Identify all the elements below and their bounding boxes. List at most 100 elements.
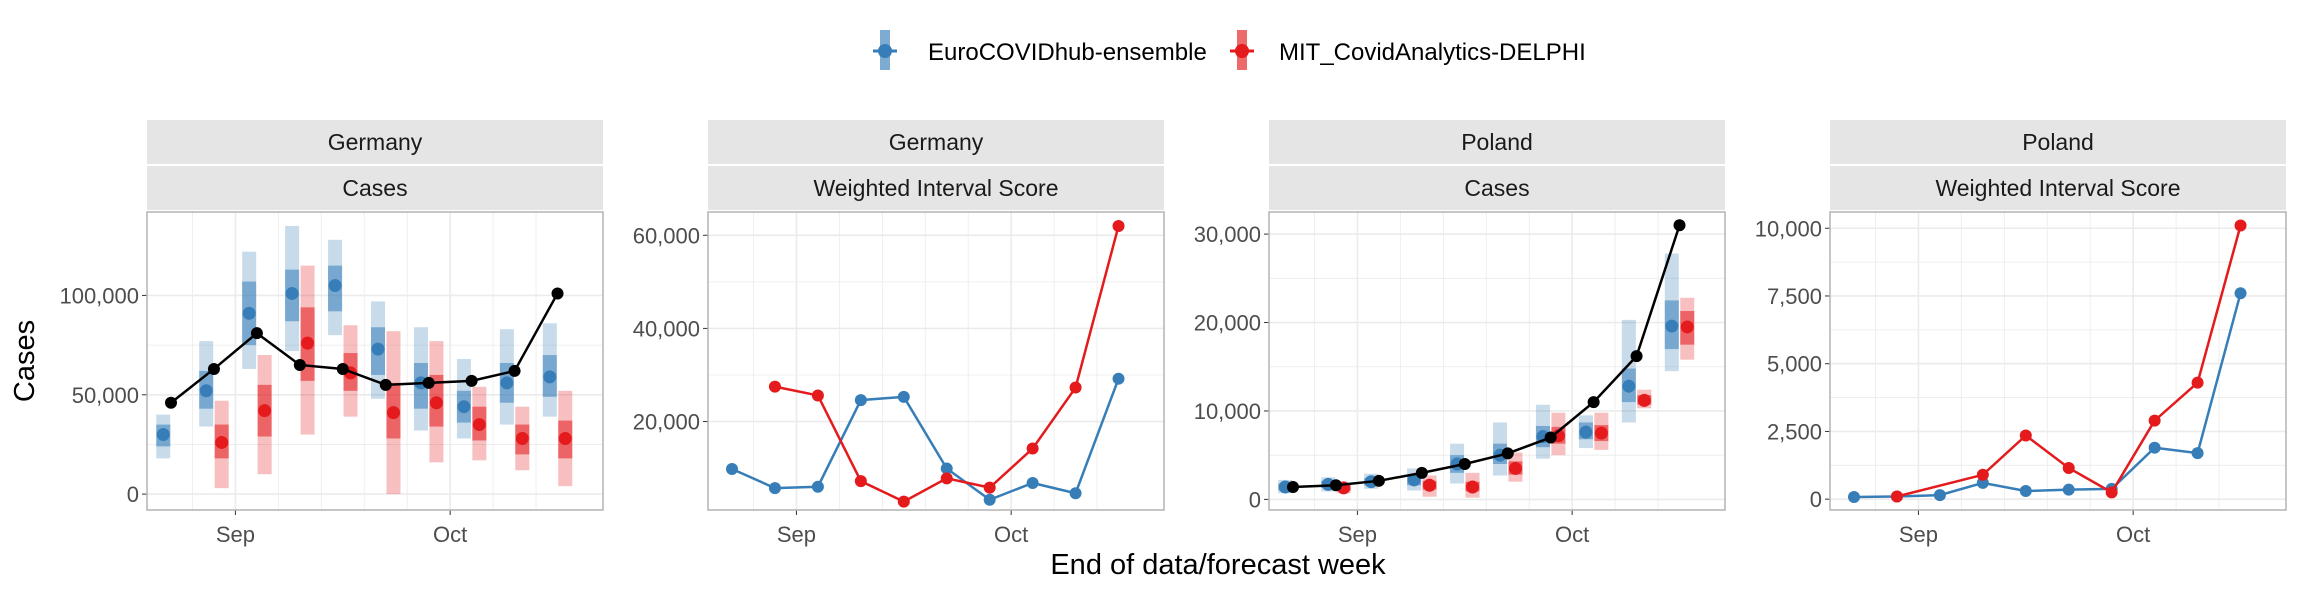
- observed-point: [336, 362, 349, 375]
- median-point: [1594, 426, 1608, 440]
- score-point: [897, 390, 910, 403]
- panel-3: Poland Cases 0 10,000 20,000 30,000 Sep Oct: [1194, 120, 1726, 547]
- y-tick-label: 10,000: [1755, 216, 1822, 241]
- observed-point: [508, 364, 521, 377]
- facet-strip-bottom: [1830, 166, 2286, 210]
- facet-strip-top-label: Germany: [889, 129, 984, 155]
- grid: [708, 212, 1164, 510]
- panel-2: Germany Weighted Interval Score 20,000 40,0…: [633, 120, 1165, 547]
- score-point: [897, 495, 910, 508]
- y-tick-label: 50,000: [72, 383, 139, 408]
- legend-key-delphi: [1230, 30, 1254, 70]
- series-observed: [1287, 219, 1686, 494]
- facet-strip-bottom: [708, 166, 1164, 210]
- legend-label-delphi: MIT_CovidAnalytics-DELPHI: [1279, 39, 1586, 66]
- score-line: [1853, 292, 2242, 499]
- median-point: [543, 370, 557, 384]
- observed-point: [1501, 447, 1514, 460]
- score-line: [1896, 225, 2242, 498]
- score-point: [854, 475, 867, 488]
- observed-point: [1673, 219, 1686, 232]
- score-point: [940, 472, 953, 485]
- median-point: [429, 396, 443, 410]
- median-point: [328, 279, 342, 293]
- facet-strip-bottom-label: Cases: [342, 175, 407, 201]
- facet-strip-top: [708, 120, 1164, 164]
- observed-point: [1287, 481, 1299, 494]
- x-tick-label: Oct: [994, 522, 1028, 547]
- score-point: [2148, 441, 2161, 454]
- observed-point: [1630, 350, 1643, 363]
- median-point: [386, 406, 400, 420]
- median-point: [242, 306, 256, 320]
- observed-point: [207, 362, 220, 375]
- score-point: [1976, 468, 1989, 481]
- panel-4: Poland Weighted Interval Score 0 2,500 5,000…: [1755, 120, 2287, 547]
- score-point: [1848, 490, 1860, 503]
- score-point: [940, 462, 953, 475]
- observed-point: [1372, 474, 1385, 487]
- score-point: [2062, 462, 2075, 475]
- series-delphi: [768, 219, 1125, 508]
- y-tick-label: 2,500: [1767, 419, 1822, 444]
- score-point: [2234, 219, 2247, 232]
- facet-strip-top-label: Poland: [2022, 129, 2094, 155]
- y-tick-label: 0: [1249, 487, 1261, 512]
- median-point: [301, 336, 315, 350]
- median-point: [1508, 461, 1522, 475]
- facet-strip-top-label: Poland: [1461, 129, 1533, 155]
- median-point: [1622, 379, 1636, 393]
- observed-point: [1587, 396, 1600, 409]
- median-point: [1423, 478, 1437, 492]
- x-tick-label: Sep: [1338, 522, 1377, 547]
- score-point: [854, 394, 867, 407]
- observed-point: [379, 378, 392, 391]
- legend-label-ensemble: EuroCOVIDhub-ensemble: [928, 39, 1207, 66]
- score-point: [1112, 372, 1125, 385]
- median-point: [1680, 320, 1694, 334]
- observed-line: [1292, 224, 1681, 489]
- score-line: [774, 225, 1120, 504]
- panel-border: [1829, 211, 2287, 511]
- observed-point: [293, 358, 306, 371]
- panel-border: [146, 211, 604, 511]
- facet-strip-bottom-label: Cases: [1464, 175, 1529, 201]
- facet-strip-bottom: [147, 166, 603, 210]
- x-tick-label: Sep: [216, 522, 255, 547]
- score-point: [983, 481, 996, 494]
- observed-point: [165, 396, 177, 409]
- score-point: [2148, 414, 2161, 427]
- score-point: [2105, 486, 2118, 499]
- facet-strip-bottom-label: Weighted Interval Score: [1935, 175, 2180, 201]
- median-point: [258, 404, 272, 418]
- x-tick-label: Oct: [1555, 522, 1589, 547]
- series-delphi: [1336, 297, 1695, 498]
- score-point: [983, 493, 996, 506]
- panel-border: [1268, 211, 1726, 511]
- series-delphi: [1890, 219, 2247, 503]
- y-tick-label: 30,000: [1194, 222, 1261, 247]
- x-tick-label: Oct: [433, 522, 467, 547]
- panel-border: [707, 211, 1165, 511]
- panels: Germany Cases 0 50,000 100,000 Sep Oct Germany W…: [59, 120, 2287, 547]
- x-tick-label: Sep: [777, 522, 816, 547]
- score-point: [1026, 476, 1039, 489]
- score-point: [1890, 490, 1903, 503]
- grid: [147, 212, 603, 510]
- facet-strip-top: [147, 120, 603, 164]
- score-point: [811, 480, 824, 493]
- observed-point: [422, 376, 435, 389]
- x-tick-label: Oct: [2116, 522, 2150, 547]
- facet-strip-bottom-label: Weighted Interval Score: [813, 175, 1058, 201]
- score-point: [2062, 483, 2075, 496]
- score-point: [1069, 381, 1082, 394]
- facet-strip-top: [1269, 120, 1725, 164]
- y-tick-label: 20,000: [1194, 311, 1261, 336]
- score-point: [2019, 485, 2032, 498]
- median-point: [371, 342, 385, 356]
- score-point: [1069, 487, 1082, 500]
- median-point: [515, 431, 529, 445]
- score-point: [811, 389, 824, 402]
- observed-line: [170, 292, 559, 404]
